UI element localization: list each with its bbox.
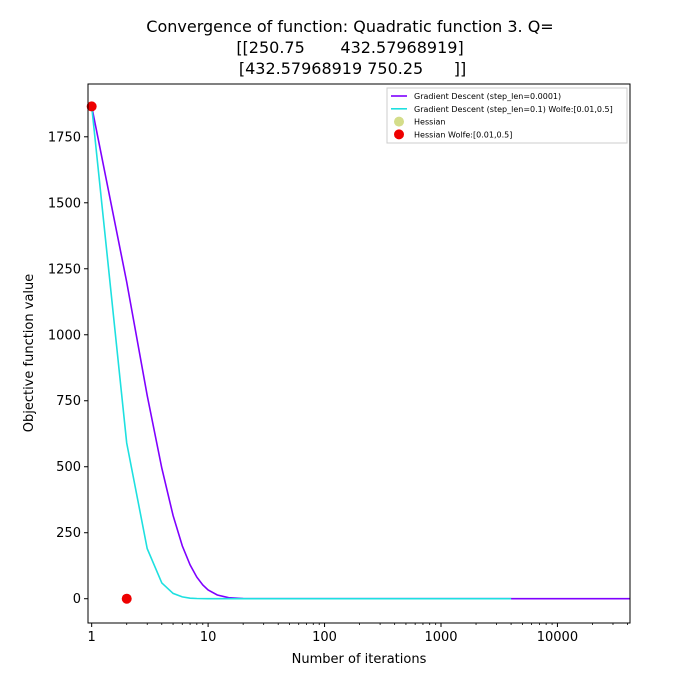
legend-swatch (394, 129, 404, 140)
y-tick-label: 250 (56, 526, 81, 541)
legend-label: Hessian Wolfe:[0.01,0.5] (414, 130, 512, 139)
legend-frame (386, 87, 628, 144)
series-line-gradient-descent-step-len-0-0001 (90, 106, 630, 600)
x-axis-label: Number of iterations (292, 652, 427, 667)
y-axis: 0 250 500 750 1000 1250 1500 1750 (48, 130, 88, 607)
data-point-hessian-wolfe-0-01-0-5 (121, 593, 132, 604)
plot-frame (87, 83, 631, 624)
legend-label: Hessian (414, 118, 445, 127)
legend-label: Gradient Descent (step_len=0.0001) (414, 92, 561, 101)
y-tick-label: 1500 (48, 196, 81, 211)
series-line-gradient-descent-step-len-0-1-wolfe-0-01-0-5 (90, 106, 512, 600)
legend-swatch (394, 116, 404, 127)
data-point-hessian-wolfe-0-01-0-5 (86, 101, 97, 112)
chart-title-line-2: [[250.75 432.57968919] (236, 38, 464, 57)
y-axis-label: Objective function value (22, 274, 37, 433)
y-tick-label: 1750 (48, 130, 81, 145)
x-tick-label: 1 (88, 630, 96, 645)
chart-title-line-1: Convergence of function: Quadratic funct… (146, 17, 554, 36)
y-tick-label: 1000 (48, 328, 81, 343)
y-tick-label: 1250 (48, 262, 81, 277)
y-tick-label: 750 (56, 394, 81, 409)
y-tick-label: 0 (73, 592, 81, 607)
legend-label: Gradient Descent (step_len=0.1) Wolfe:[0… (414, 105, 613, 114)
y-tick-label: 500 (56, 460, 81, 475)
x-tick-label: 100 (312, 630, 337, 645)
x-tick-label: 10000 (537, 630, 578, 645)
x-axis: 1 10 100 1000 10000 (88, 623, 628, 645)
legend: Gradient Descent (step_len=0.0001) Gradie… (386, 87, 628, 144)
chart-title-line-3: [432.57968919 750.25 ]] (233, 59, 467, 78)
plot-area (86, 101, 630, 604)
x-tick-label: 1000 (424, 630, 457, 645)
x-tick-label: 10 (200, 630, 217, 645)
